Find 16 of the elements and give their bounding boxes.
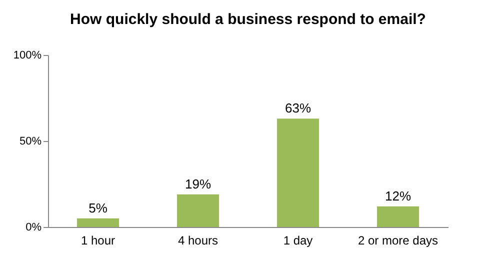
bar <box>177 194 219 227</box>
bar <box>377 206 419 227</box>
y-tick-label: 50% <box>19 136 42 148</box>
data-label: 5% <box>88 200 108 216</box>
data-label: 63% <box>284 100 312 116</box>
y-tick-label: 0% <box>26 222 42 234</box>
x-tick-label: 1 hour <box>80 234 116 248</box>
x-tick-label: 4 hours <box>178 234 218 248</box>
data-label: 19% <box>184 176 212 192</box>
bar <box>77 218 119 227</box>
x-tick-label: 1 day <box>283 234 313 248</box>
data-label: 12% <box>384 188 412 204</box>
bar <box>277 118 319 227</box>
chart-title: How quickly should a business respond to email? <box>70 11 426 28</box>
y-tick-label: 100% <box>13 50 42 62</box>
x-tick-label: 2 or more days <box>358 234 438 248</box>
